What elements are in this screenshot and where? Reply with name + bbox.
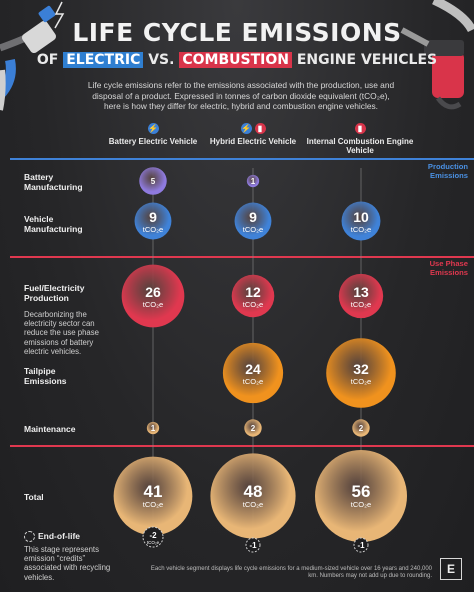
bubble-value-label: 41 [144,482,163,501]
bubble-unit-label: tCO₂e [243,500,263,509]
end-of-life-value-label: -1 [357,541,365,550]
column-header-ice: ▮ Internal Combustion Engine Vehicle [305,123,415,155]
end-of-life-unit-label: tCO₂e [147,540,160,545]
subtitle-suffix: ENGINE VEHICLES [296,52,438,68]
brand-logo: E [440,558,462,580]
production-section-label: Production Emissions [427,162,468,180]
bubble-value-label: 56 [352,482,371,501]
bubble-unit-label: tCO₂e [243,300,263,309]
fuel-note: Decarbonizing the electricity sector can… [24,310,99,356]
fuel-nozzle-icon [400,0,474,110]
bubble-unit-label: tCO₂e [243,377,263,386]
row-label-tailpipe: Tailpipe Emissions [24,366,67,386]
end-of-life-note: This stage represents emission “credits”… [24,545,111,582]
bubble-value-label: 48 [244,482,263,501]
bubble-unit-label: tCO₂e [143,225,163,234]
end-of-life-label: End-of-life [38,531,81,541]
bubble-mark [139,167,167,195]
end-of-life-mark [353,537,369,553]
bubble-unit-label: tCO₂e [243,225,263,234]
end-of-life-icon [24,531,35,542]
production-divider [10,158,474,160]
total-divider [10,445,474,447]
bubble-value-label: 32 [353,361,369,377]
end-of-life-value-label: -1 [249,541,257,550]
bubble-value-label: 9 [249,209,257,225]
column-header-label: Hybrid Electric Vehicle [209,137,297,146]
bubble-value-label: 1 [151,424,156,433]
subtitle-combustion: COMBUSTION [179,52,292,68]
bubble-value-label: 2 [359,424,364,433]
electric-icon: ⚡ [240,123,252,134]
bubble-mark [341,201,381,241]
bubble-mark [121,264,185,328]
footer-note: Each vehicle segment displays life cycle… [150,566,432,579]
bubble-mark [244,419,262,437]
bubble-mark [222,342,284,404]
use-phase-divider [10,256,474,258]
bubble-mark [338,273,384,319]
bubble-value-label: 2 [251,424,256,433]
end-of-life-value-label: -2 [149,531,157,540]
subtitle-prefix: OF [36,52,59,68]
bubble-unit-label: tCO₂e [351,377,371,386]
column-header-bev: ⚡ Battery Electric Vehicle [98,123,208,146]
row-label-vehicle: Vehicle Manufacturing [24,214,83,234]
fuel-icon: ▮ [254,123,266,134]
bubble-value-label: 24 [245,361,261,377]
bubble-value-label: 26 [145,284,161,300]
bubble-value-label: 5 [151,177,156,186]
column-header-hev: ⚡ ▮ Hybrid Electric Vehicle [198,123,308,146]
row-label-maintenance: Maintenance [24,424,76,434]
end-of-life-mark [142,526,164,548]
subtitle-mid: VS. [148,52,175,68]
bubble-unit-label: tCO₂e [351,500,371,509]
bubble-mark [231,274,275,318]
row-label-total: Total [24,492,44,502]
bubble-value-label: 13 [353,284,369,300]
fuel-icon: ▮ [354,123,366,134]
bubble-mark [246,174,260,188]
bubble-mark [134,202,172,240]
bubble-unit-label: tCO₂e [143,300,163,309]
bubble-unit-label: tCO₂e [351,225,371,234]
ev-charger-plug-icon [0,1,65,111]
bubble-mark [234,202,272,240]
bubble-mark [146,421,160,435]
row-label-battery: Battery Manufacturing [24,172,83,192]
bubble-unit-label: tCO₂e [143,500,163,509]
bubble-mark [315,450,407,542]
bubble-value-label: 1 [251,177,256,186]
bubble-mark [113,456,193,536]
bubble-value-label: 9 [149,209,157,225]
page-title: LIFE CYCLE EMISSIONS [72,18,402,47]
bubble-mark [210,453,296,539]
intro-text: Life cycle emissions refer to the emissi… [87,80,395,111]
page-subtitle: OF ELECTRIC VS. COMBUSTION ENGINE VEHICL… [0,52,474,68]
column-header-label: Battery Electric Vehicle [108,137,198,146]
bubble-unit-label: tCO₂e [351,300,371,309]
electric-icon: ⚡ [147,123,159,134]
bubble-value-label: 10 [353,209,369,225]
bubble-value-label: 12 [245,284,261,300]
end-of-life-mark [245,537,261,553]
use-phase-section-label: Use Phase Emissions [429,259,468,277]
column-header-label: Internal Combustion Engine Vehicle [306,137,414,155]
subtitle-electric: ELECTRIC [63,52,144,68]
row-label-fuel: Fuel/Electricity Production [24,283,85,303]
bubble-mark [352,419,370,437]
bubble-mark [326,338,396,408]
